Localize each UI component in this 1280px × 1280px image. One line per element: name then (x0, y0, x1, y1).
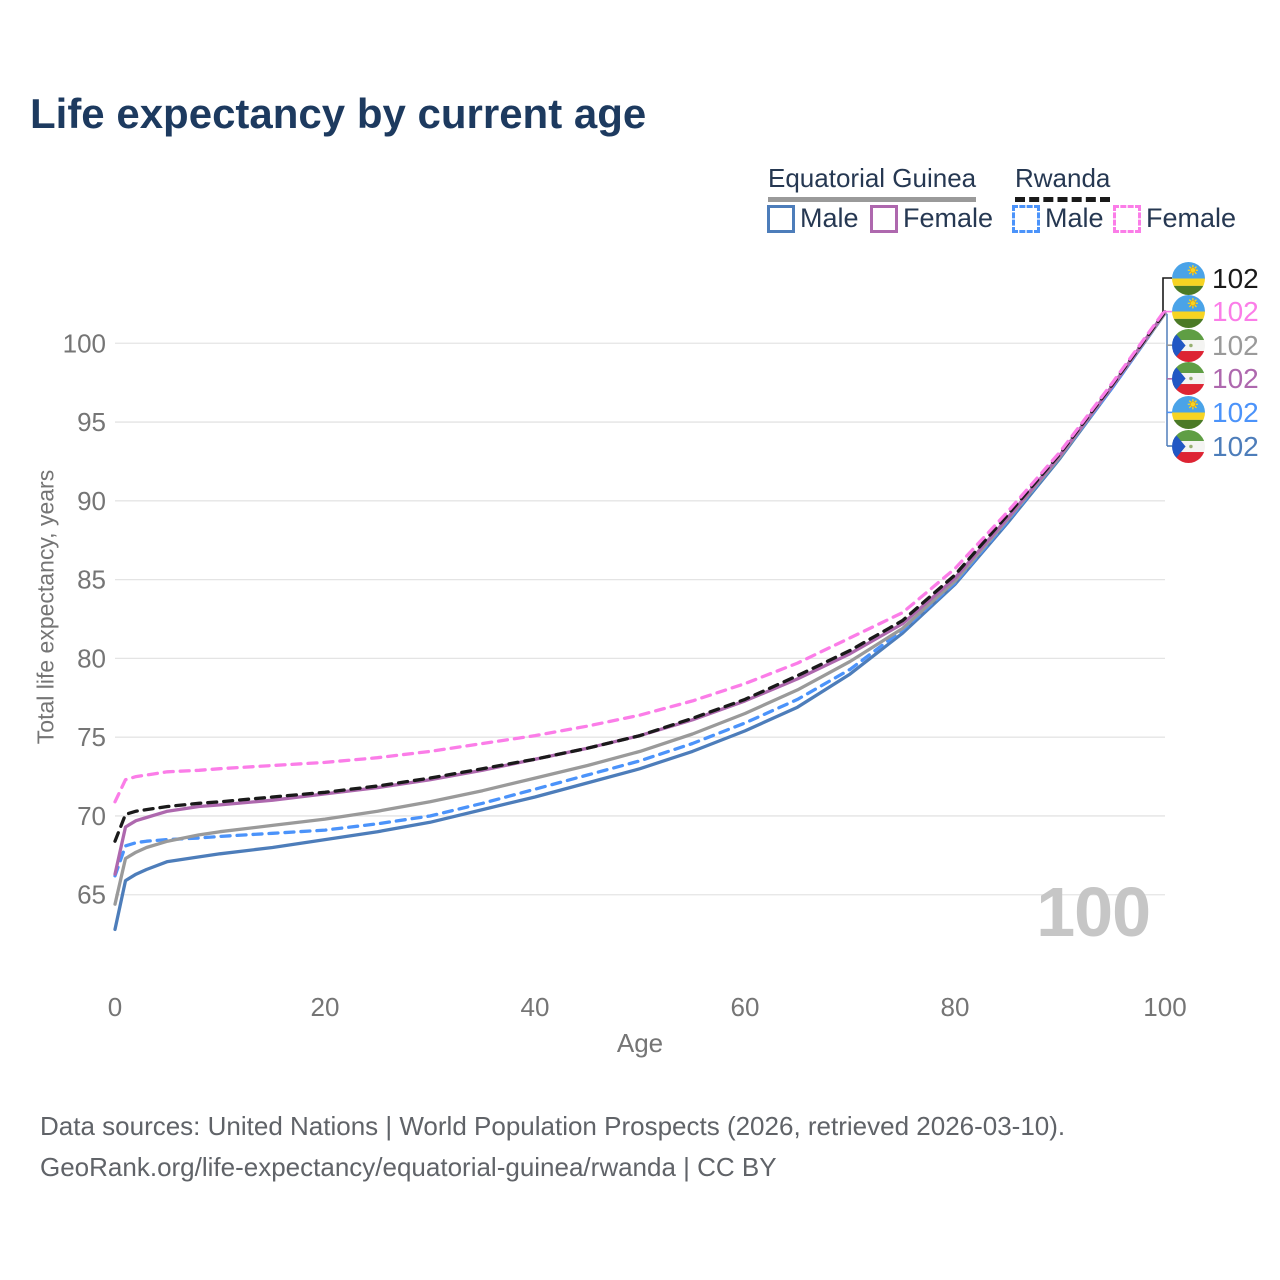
data-sources-line: Data sources: United Nations | World Pop… (40, 1111, 1066, 1141)
legend-item-label: Male (1045, 203, 1104, 233)
end-value: 102 (1212, 363, 1259, 395)
series-line-rwanda-male[interactable] (113, 311, 1167, 878)
y-tick-label: 100 (63, 328, 106, 358)
series-end-label: 102 (1172, 362, 1259, 396)
dashed-line-swatch-icon (1113, 204, 1141, 233)
legend-item-label: Female (1146, 203, 1237, 233)
x-tick-label: 40 (521, 992, 550, 1022)
footer: Data sources: United Nations | World Pop… (40, 1106, 1065, 1188)
series-line-rwanda-female[interactable] (113, 308, 1167, 804)
end-value: 102 (1212, 296, 1259, 328)
x-tick-label: 20 (311, 992, 340, 1022)
end-value: 102 (1212, 396, 1259, 428)
series-end-label: 102 (1172, 295, 1259, 329)
dashed-line-swatch-icon (1012, 204, 1040, 233)
end-value: 102 (1212, 430, 1259, 462)
legend-item-eq-guinea-female[interactable]: Female (870, 203, 993, 234)
series-end-label: 102 (1172, 261, 1259, 295)
equatorial-guinea-flag-icon (1172, 429, 1205, 463)
y-tick-label: 75 (77, 722, 106, 752)
y-tick-label: 95 (77, 407, 106, 437)
series-end-label: 102 (1172, 395, 1259, 429)
solid-line-swatch-icon (767, 204, 795, 233)
legend-item-eq-guinea-male[interactable]: Male (767, 203, 859, 234)
equatorial-guinea-flag-icon (1172, 362, 1205, 396)
y-tick-label: 90 (77, 486, 106, 516)
age-watermark: 100 (1036, 873, 1151, 951)
x-tick-label: 80 (941, 992, 970, 1022)
rwanda-flag-icon (1172, 295, 1205, 329)
legend-group-rwanda[interactable]: Rwanda (1015, 163, 1111, 202)
rwanda-flag-icon (1172, 395, 1205, 429)
leader-line (1162, 277, 1172, 312)
end-value: 102 (1212, 262, 1259, 294)
x-tick-label: 60 (731, 992, 760, 1022)
rwanda-flag-icon (1172, 261, 1205, 295)
y-tick-label: 85 (77, 565, 106, 595)
equatorial-guinea-flag-icon (1172, 328, 1205, 362)
y-axis-title: Total life expectancy, years (32, 469, 59, 745)
attribution-line: GeoRank.org/life-expectancy/equatorial-g… (40, 1152, 777, 1182)
y-tick-label: 65 (77, 880, 106, 910)
series-line-eq-guinea-female[interactable] (113, 310, 1167, 876)
x-tick-label: 0 (108, 992, 122, 1022)
chart-title: Life expectancy by current age (30, 90, 647, 137)
legend-item-label: Female (903, 203, 994, 233)
x-axis-title: Age (616, 1028, 664, 1058)
legend-item-label: Male (800, 203, 859, 233)
solid-line-swatch-icon (870, 204, 898, 233)
legend-item-rwanda-female[interactable]: Female (1113, 203, 1236, 234)
y-tick-label: 80 (77, 643, 106, 673)
series-line-eq-guinea-male[interactable] (113, 311, 1167, 932)
series-line-eq-guinea-both[interactable] (113, 311, 1167, 906)
legend-item-rwanda-male[interactable]: Male (1012, 203, 1104, 234)
series-end-label: 102 (1172, 328, 1259, 362)
legend-group-equatorial-guinea[interactable]: Equatorial Guinea (768, 163, 977, 202)
x-tick-label: 100 (1143, 992, 1186, 1022)
end-value: 102 (1212, 329, 1259, 361)
series-line-rwanda-both[interactable] (113, 310, 1167, 843)
series-end-label: 102 (1172, 429, 1259, 463)
y-tick-label: 70 (77, 801, 106, 831)
